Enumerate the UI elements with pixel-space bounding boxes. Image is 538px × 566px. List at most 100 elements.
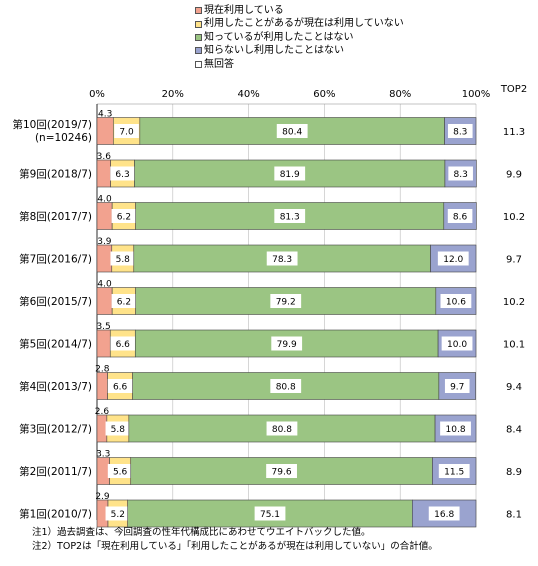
legend-item-currently-using: 現在利用している [195,4,404,17]
data-label: 10.0 [447,340,467,350]
top2-value: 8.1 [506,510,522,521]
data-label: 2.6 [95,407,110,417]
data-label: 80.4 [282,128,302,138]
data-label-box [448,166,473,181]
data-label: 9.7 [450,383,464,393]
bar-segment [96,457,110,485]
legend-item-no-answer: 無回答 [195,58,404,71]
data-label-box [447,209,473,223]
note-2: 注2）TOP2は「現在利用している」「利用したことがあるが現在は利用していない」… [32,541,438,552]
data-label: 8.3 [453,128,467,138]
data-label-box [274,209,306,223]
x-tick-label: 0% [89,89,105,100]
legend-item-used-before: 利用したことがあるが現在は利用していない [195,17,404,30]
data-label-box [266,464,297,478]
bar-segment [128,414,436,443]
data-label-box [107,379,133,393]
x-tick-label: 40% [237,89,259,100]
data-label: 6.6 [116,340,131,350]
data-label-box [254,506,286,521]
data-label-box [105,506,131,521]
data-label: 4.0 [97,280,112,290]
data-label: 5.8 [111,425,126,435]
data-label: 79.6 [272,468,292,478]
category-label: 第9回(2018/7) [19,168,92,181]
data-label: 8.3 [453,170,467,180]
top2-value: 11.3 [503,127,525,138]
category-label: 第1回(2010/7) [19,508,92,521]
data-label-box [111,294,137,308]
data-label: 3.5 [96,322,110,332]
category-label: 第6回(2015/7) [19,295,92,308]
data-label: 5.8 [116,255,131,265]
legend-item-unknown-never-used: 知らないし利用したことはない [195,44,404,57]
data-label: 81.3 [280,213,300,223]
data-label: 8.6 [453,213,468,223]
x-tick-label: 60% [313,89,335,100]
data-label: 81.9 [280,170,300,180]
bar-segment [96,329,111,358]
top2-value: 9.9 [506,170,522,181]
category-label: 第3回(2012/7) [19,423,92,436]
top2-value: 8.9 [506,467,522,478]
legend-label: 無回答 [204,58,234,70]
data-label-box [110,166,135,181]
data-label: 75.1 [260,510,280,520]
data-label-box [270,379,302,393]
bar-segment [96,159,111,188]
data-label-box [441,336,473,351]
top2-header: TOP2 [500,84,527,95]
data-label: 4.3 [98,110,112,120]
legend-label: 現在利用している [204,5,284,16]
data-label: 7.0 [119,128,134,138]
data-label: 6.3 [115,170,129,180]
category-label: 第10回(2019/7) [13,118,93,131]
data-label: 3.6 [97,152,112,162]
data-label: 11.5 [444,468,464,478]
legend-label: 知っているが利用したことはない [204,31,354,43]
data-label: 12.0 [443,255,463,265]
data-label: 78.3 [272,255,292,265]
bar-segment [96,202,113,230]
top2-value: 10.1 [503,340,525,351]
data-label-box [266,421,298,436]
data-label: 3.9 [97,237,112,247]
data-label: 6.6 [113,383,128,393]
legend-swatch [195,60,202,68]
bar-segment [96,244,113,273]
data-label: 3.3 [96,450,110,460]
data-label: 79.9 [277,340,297,350]
data-label-box [105,421,131,436]
bar-segment [96,117,114,145]
data-label-box [271,336,303,351]
category-label: 第2回(2011/7) [19,465,92,478]
legend-swatch [195,20,202,28]
data-label-box [107,464,133,478]
note-1: 注1）過去調査は、今回調査の性年代構成比にあわせてウエイトバックした値。 [32,527,371,538]
category-label: 第8回(2017/7) [19,210,92,223]
bar-segment [96,414,108,443]
top2-value: 9.4 [506,382,522,393]
data-label-box [110,251,136,266]
data-label: 5.2 [111,510,125,520]
data-label: 5.6 [113,468,128,478]
chart-legend: 現在利用している 利用したことがあるが現在は利用していない 知っているが利用した… [195,4,404,71]
data-label-box [428,506,460,521]
data-label-box [270,294,302,308]
category-label: (n=10246) [35,132,92,144]
data-label: 6.2 [117,213,131,223]
top2-value: 9.7 [506,255,522,266]
data-label-box [266,251,298,266]
data-label: 6.2 [117,298,131,308]
x-tick-label: 20% [162,89,184,100]
top2-value: 10.2 [503,212,525,223]
data-label-box [438,464,470,478]
top2-value: 10.2 [503,297,525,308]
data-label-box [110,336,136,351]
bar-segment [96,287,113,315]
legend-swatch [195,47,202,55]
data-label-box [444,379,470,393]
data-label-box [274,166,306,181]
legend-label: 利用したことがあるが現在は利用していない [204,18,404,30]
